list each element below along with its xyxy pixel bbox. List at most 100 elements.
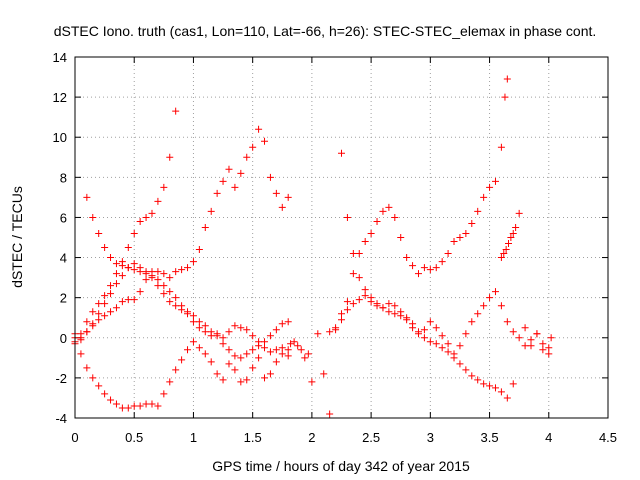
data-point <box>521 342 529 350</box>
data-point <box>355 274 363 282</box>
data-point <box>462 229 470 237</box>
x-tick-label: 3 <box>427 430 434 445</box>
data-point <box>207 207 215 215</box>
data-point <box>266 348 274 356</box>
data-point <box>426 266 434 274</box>
data-point <box>507 234 515 241</box>
data-point <box>201 328 209 336</box>
data-point <box>468 372 476 380</box>
x-tick-label: 1.5 <box>244 430 262 445</box>
data-point <box>130 296 138 304</box>
data-point <box>219 177 227 185</box>
data-point <box>497 388 505 396</box>
data-point <box>444 340 452 348</box>
data-point <box>142 400 150 408</box>
data-point <box>195 344 203 352</box>
data-point <box>272 326 280 334</box>
data-point <box>189 318 197 326</box>
data-point <box>349 270 357 278</box>
data-point <box>231 183 239 191</box>
y-tick-label: 0 <box>60 331 67 346</box>
data-point <box>361 292 369 300</box>
data-point <box>83 328 91 336</box>
data-point <box>545 350 553 358</box>
data-point <box>480 302 488 310</box>
data-point <box>272 358 280 366</box>
y-tick-label: -4 <box>55 411 67 426</box>
data-point <box>343 213 351 221</box>
data-point <box>491 384 499 392</box>
data-point <box>172 366 180 374</box>
data-point <box>261 344 269 352</box>
data-point <box>160 270 168 278</box>
data-point <box>225 346 233 354</box>
data-point <box>343 298 351 306</box>
data-point <box>338 310 345 318</box>
data-point <box>237 378 245 386</box>
data-point <box>397 312 405 320</box>
data-point <box>124 264 132 272</box>
data-point <box>444 250 452 258</box>
data-point <box>444 348 452 356</box>
data-point <box>243 350 251 358</box>
data-point <box>314 330 322 338</box>
data-point <box>237 169 245 177</box>
x-tick-labels: 0 0.5 1 1.5 2 2.5 3 3.5 4 4.5 <box>71 430 617 445</box>
data-point <box>213 332 221 340</box>
data-point <box>148 209 156 217</box>
data-point <box>432 264 440 272</box>
data-point <box>261 338 269 346</box>
data-point <box>130 260 138 268</box>
data-point <box>189 338 197 346</box>
data-point <box>338 149 345 157</box>
x-tick-label: 1 <box>190 430 197 445</box>
data-point <box>301 354 309 362</box>
data-point <box>154 402 162 410</box>
data-point <box>201 223 209 231</box>
data-point <box>512 223 520 231</box>
data-point <box>391 213 399 221</box>
data-point <box>83 318 91 326</box>
data-point <box>355 250 363 258</box>
data-point <box>112 304 120 312</box>
data-point <box>207 328 215 336</box>
data-point <box>272 189 280 197</box>
data-point <box>118 404 126 412</box>
data-point <box>101 312 109 320</box>
data-point <box>379 207 387 215</box>
data-point <box>420 326 428 334</box>
data-point <box>474 207 482 215</box>
data-point <box>432 324 440 332</box>
data-point <box>385 308 393 316</box>
data-point <box>515 209 523 217</box>
grid <box>75 57 608 418</box>
data-point <box>385 300 393 308</box>
data-point <box>503 318 511 326</box>
data-point <box>480 380 488 388</box>
data-point <box>486 183 494 191</box>
data-point <box>148 400 156 408</box>
data-point <box>112 260 120 268</box>
data-point <box>130 402 138 410</box>
data-point <box>178 302 186 310</box>
data-point <box>287 340 295 348</box>
data-point <box>95 229 103 237</box>
data-point <box>533 330 541 338</box>
data-point <box>166 298 174 306</box>
data-point <box>527 342 535 350</box>
data-point <box>420 334 428 342</box>
data-point <box>148 272 156 280</box>
data-point <box>266 173 274 181</box>
data-point <box>160 183 168 191</box>
y-tick-label: 8 <box>60 170 67 185</box>
data-point <box>166 274 174 282</box>
data-point <box>107 282 115 290</box>
y-tick-label: -2 <box>55 371 67 386</box>
data-point <box>367 229 375 237</box>
data-point <box>391 302 399 310</box>
data-point <box>219 376 227 384</box>
data-point <box>462 330 470 338</box>
data-point <box>142 276 150 284</box>
